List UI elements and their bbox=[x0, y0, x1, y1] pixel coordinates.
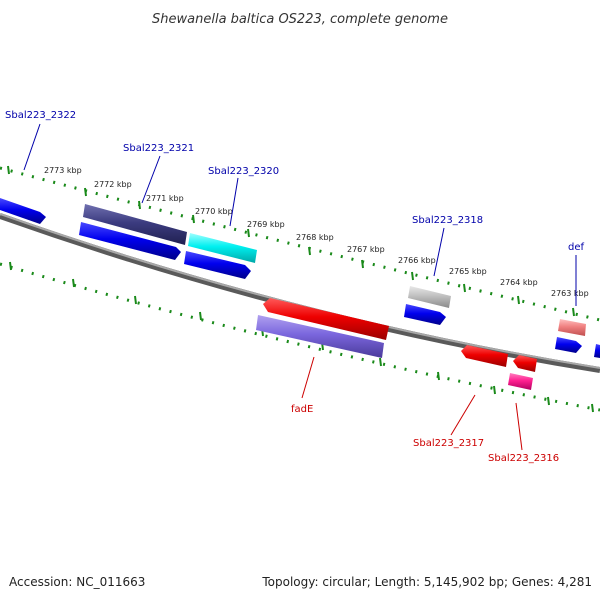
gene-label-sbal223-2318[interactable]: Sbal223_2318 bbox=[412, 215, 483, 226]
tick-label: 2772 kbp bbox=[94, 180, 132, 189]
gene-fade[interactable] bbox=[256, 315, 384, 358]
gene-forward-inner[interactable] bbox=[79, 222, 181, 260]
gene-label-sbal223-2316[interactable]: Sbal223_2316 bbox=[488, 453, 559, 464]
leader-sbal223-2322 bbox=[23, 123, 41, 171]
gene-sbal223-2318[interactable] bbox=[408, 286, 451, 308]
tick-label: 2766 kbp bbox=[398, 256, 436, 265]
forward-genes-inner bbox=[79, 222, 600, 358]
gene-forward-inner[interactable] bbox=[594, 344, 600, 358]
tick-label: 2767 kbp bbox=[347, 245, 385, 254]
leader-sbal223-2321 bbox=[141, 155, 161, 204]
forward-major-ticks bbox=[7, 165, 575, 317]
leader-fade bbox=[301, 356, 315, 399]
gene-reverse[interactable] bbox=[263, 298, 389, 340]
forward-tick-track bbox=[0, 166, 600, 322]
tick-label: 2763 kbp bbox=[551, 289, 589, 298]
gene-sbal223-2320[interactable] bbox=[188, 233, 257, 263]
gene-labels: Sbal223_2322 Sbal223_2321 Sbal223_2320 S… bbox=[5, 110, 585, 464]
gene-label-sbal223-2321[interactable]: Sbal223_2321 bbox=[123, 143, 194, 154]
gene-label-def[interactable]: def bbox=[568, 242, 585, 253]
leader-sbal223-2318 bbox=[433, 227, 445, 277]
gene-forward-inner[interactable] bbox=[184, 251, 251, 279]
reverse-genes bbox=[256, 298, 537, 390]
tick-label: 2770 kbp bbox=[195, 207, 233, 216]
reverse-major-ticks bbox=[9, 261, 594, 413]
scale-labels: 2773 kbp 2772 kbp 2771 kbp 2770 kbp 2769… bbox=[44, 166, 589, 298]
tick-label: 2769 kbp bbox=[247, 220, 285, 229]
gene-forward-inner[interactable] bbox=[555, 337, 582, 353]
gene-sbal223-2322[interactable] bbox=[0, 198, 46, 224]
gene-forward-inner[interactable] bbox=[404, 304, 446, 325]
genome-summary-label: Topology: circular; Length: 5,145,902 bp… bbox=[261, 575, 592, 589]
tick-label: 2771 kbp bbox=[146, 194, 184, 203]
page-title: Shewanella baltica OS223, complete genom… bbox=[152, 12, 448, 27]
leader-sbal223-2320 bbox=[229, 177, 239, 227]
label-leaders bbox=[23, 123, 577, 451]
tick-label: 2768 kbp bbox=[296, 233, 334, 242]
gene-label-sbal223-2317[interactable]: Sbal223_2317 bbox=[413, 438, 484, 449]
tick-label: 2764 kbp bbox=[500, 278, 538, 287]
accession-label: Accession: NC_011663 bbox=[9, 575, 145, 589]
gene-label-fade[interactable]: fadE bbox=[291, 404, 313, 415]
gene-label-sbal223-2322[interactable]: Sbal223_2322 bbox=[5, 110, 76, 121]
forward-genes bbox=[0, 198, 586, 336]
gene-sbal223-2321[interactable] bbox=[83, 204, 187, 245]
gene-sbal223-2316-reverse[interactable] bbox=[513, 355, 537, 372]
gene-sbal223-2317[interactable] bbox=[461, 345, 508, 367]
leader-sbal223-2317 bbox=[450, 394, 476, 436]
leader-sbal223-2316 bbox=[515, 402, 523, 451]
gene-label-sbal223-2320[interactable]: Sbal223_2320 bbox=[208, 166, 279, 177]
gene-def[interactable] bbox=[558, 319, 586, 336]
tick-label: 2773 kbp bbox=[44, 166, 82, 175]
gene-sbal223-2316[interactable] bbox=[508, 373, 533, 390]
tick-label: 2765 kbp bbox=[449, 267, 487, 276]
